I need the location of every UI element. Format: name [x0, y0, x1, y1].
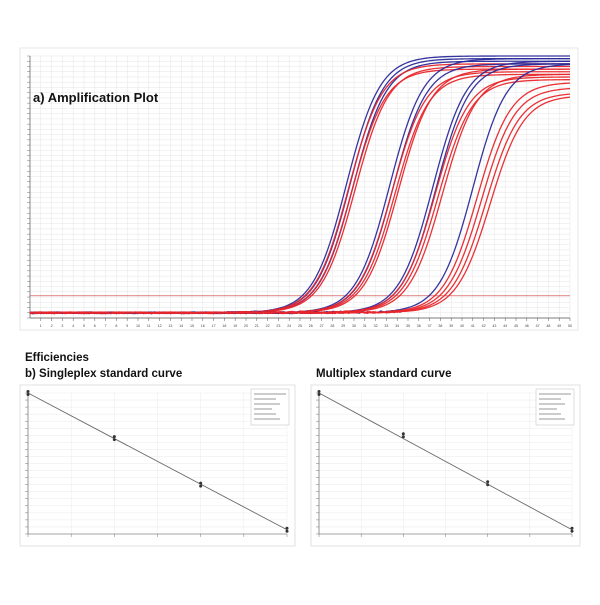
x-tick-label: 18	[222, 324, 226, 328]
singleplex-point	[26, 393, 30, 396]
x-tick-label: 10	[136, 324, 140, 328]
x-tick-label: 12	[158, 324, 162, 328]
singleplex-grid	[25, 392, 288, 537]
singleplex-point	[199, 481, 203, 485]
x-tick-label: 25	[298, 324, 302, 328]
x-tick-label: 34	[395, 324, 399, 328]
singleplex-points	[26, 390, 289, 533]
x-tick-label: 24	[287, 324, 291, 328]
x-tick-label: 23	[276, 324, 280, 328]
x-tick-label: 21	[255, 324, 259, 328]
multiplex-point	[401, 435, 405, 439]
multiplex-standard-curve	[310, 384, 581, 547]
multiplex-point	[317, 390, 321, 393]
multiplex-grid	[316, 392, 573, 537]
x-tick-label: 38	[438, 324, 442, 328]
x-tick-label: 6	[94, 324, 96, 328]
multiplex-point	[317, 393, 321, 396]
x-tick-label: 9	[126, 324, 128, 328]
multiplex-point	[570, 529, 574, 533]
x-tick-label: 36	[417, 324, 421, 328]
singleplex-fit-line	[27, 392, 288, 531]
x-tick-label: 17	[212, 324, 216, 328]
x-tick-label: 7	[105, 324, 107, 328]
multiplex-title: Multiplex standard curve	[316, 368, 452, 380]
x-tick-label: 33	[384, 324, 388, 328]
singleplex-point	[112, 435, 116, 439]
x-tick-label: 20	[244, 324, 248, 328]
x-tick-label: 31	[363, 324, 367, 328]
x-tick-label: 43	[492, 324, 496, 328]
x-tick-label: 49	[557, 324, 561, 328]
x-tick-label: 45	[514, 324, 518, 328]
x-tick-label: 35	[406, 324, 410, 328]
multiplex-point	[401, 432, 405, 436]
x-tick-label: 40	[460, 324, 464, 328]
x-tick-label: 41	[471, 324, 475, 328]
x-tick-label: 19	[233, 324, 237, 328]
x-tick-label: 2	[51, 324, 53, 328]
singleplex-legend	[250, 388, 290, 426]
x-tick-label: 15	[190, 324, 194, 328]
multiplex-legend	[535, 388, 575, 426]
amplification-plot: 1 2 3 4 5 6 7 8 9 10 11 12 13 14 15 16 17 18 19 20 21 22 23 24 2…	[19, 47, 579, 331]
amplification-plot-title: a) Amplification Plot	[33, 90, 159, 105]
x-tick-label: 29	[341, 324, 345, 328]
x-tick-label: 13	[168, 324, 172, 328]
x-tick-label: 27	[320, 324, 324, 328]
x-tick-label: 4	[72, 324, 74, 328]
efficiencies-heading: Efficiencies	[25, 352, 89, 364]
x-tick-label: 39	[449, 324, 453, 328]
x-tick-label: 16	[201, 324, 205, 328]
x-tick-label: 50	[568, 324, 572, 328]
singleplex-title: b) Singleplex standard curve	[25, 368, 183, 380]
singleplex-point	[285, 529, 289, 533]
multiplex-point	[570, 526, 574, 530]
x-tick-label: 14	[179, 324, 183, 328]
x-tick-label: 30	[352, 324, 356, 328]
singleplex-point	[199, 484, 203, 488]
singleplex-point	[26, 390, 30, 393]
amplification-curve-red	[29, 96, 571, 315]
singleplex-standard-curve	[19, 384, 296, 547]
x-tick-label: 5	[83, 324, 85, 328]
multiplex-fit-line	[318, 392, 573, 531]
singleplex-point	[285, 526, 289, 530]
singleplex-point	[112, 438, 116, 442]
x-tick-label: 3	[61, 324, 63, 328]
x-tick-label: 22	[266, 324, 270, 328]
x-tick-label: 8	[115, 324, 117, 328]
x-tick-label: 42	[482, 324, 486, 328]
x-tick-label: 37	[428, 324, 432, 328]
x-tick-label: 1	[40, 324, 42, 328]
x-tick-label: 48	[546, 324, 550, 328]
amplification-x-ticks: 1 2 3 4 5 6 7 8 9 10 11 12 13 14 15 16 17 18 19 20 21 22 23 24 2…	[27, 55, 572, 328]
multiplex-point	[486, 480, 490, 484]
amplification-curves	[29, 55, 571, 315]
multiplex-point	[486, 483, 490, 487]
x-tick-label: 28	[330, 324, 334, 328]
x-tick-label: 46	[525, 324, 529, 328]
x-tick-label: 44	[503, 324, 507, 328]
x-tick-label: 32	[374, 324, 378, 328]
x-tick-label: 11	[147, 324, 151, 328]
x-tick-label: 26	[309, 324, 313, 328]
x-tick-label: 47	[536, 324, 540, 328]
multiplex-points	[317, 390, 574, 533]
